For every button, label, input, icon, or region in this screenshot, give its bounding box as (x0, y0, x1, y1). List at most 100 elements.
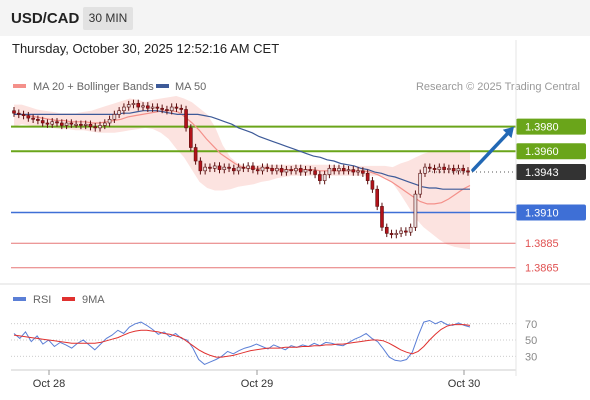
x-tick-label: Oct 29 (241, 378, 273, 390)
rsi-tick-label: 30 (525, 351, 537, 363)
candle-body (361, 170, 365, 174)
candle-body (389, 233, 394, 235)
candle-body (26, 115, 31, 119)
candle-body (418, 172, 423, 195)
candle-body (375, 188, 380, 207)
candle-body (126, 104, 131, 108)
legend-ma20-swatch (13, 84, 26, 88)
rsi-tick-label: 70 (525, 319, 537, 331)
resistance-tag (516, 118, 586, 135)
candle-body (208, 166, 212, 169)
candle-body (198, 160, 203, 172)
candle-body (351, 169, 356, 173)
candle-body (451, 168, 456, 172)
candle-body (79, 123, 83, 126)
candle-body (437, 166, 442, 170)
candle-body (155, 106, 160, 109)
candle-body (270, 168, 274, 172)
candle-body (59, 122, 64, 126)
rsi-gridlines (11, 323, 516, 357)
candle-body (279, 168, 284, 173)
candle-body (456, 168, 461, 172)
candle-body (160, 107, 164, 110)
candle-body (50, 121, 55, 125)
candle-body (365, 172, 370, 181)
candle-body (222, 166, 227, 170)
candle-body (384, 226, 389, 234)
candle-body (107, 119, 112, 124)
candle-body (241, 166, 246, 169)
candle-body (112, 114, 117, 120)
candle-body (341, 168, 346, 172)
candle-body (40, 120, 45, 124)
rsi-line (13, 319, 471, 365)
arrow-head (502, 126, 514, 139)
bollinger-band (14, 96, 470, 250)
resistance-tag-label: 1.3960 (525, 146, 559, 158)
legend-ma50-swatch (156, 84, 169, 88)
candle-body (55, 121, 59, 124)
candle-body (318, 174, 322, 181)
ma50-line (14, 110, 470, 190)
candle-body (313, 170, 317, 175)
candle-body (45, 122, 50, 125)
header-bar: USD/CAD 30 MIN (0, 0, 590, 36)
rsi-tick-label: 50 (525, 335, 537, 347)
candle-body (413, 193, 418, 228)
timeframe-button[interactable]: 30 MIN (83, 7, 133, 30)
candle-body (93, 126, 98, 129)
candle-body (275, 168, 279, 172)
rsi-tick-labels: 70 50 30 (525, 319, 537, 364)
candle-body (408, 226, 413, 233)
candle-body (284, 169, 289, 173)
candle-body (423, 166, 427, 174)
candle-body (150, 106, 155, 109)
candle-body (332, 168, 336, 172)
candle-body (12, 110, 16, 114)
candle-body (69, 122, 74, 125)
symbol-title: USD/CAD (11, 10, 80, 27)
x-tick-label: Oct 30 (448, 378, 480, 390)
legend-9ma-swatch (62, 297, 75, 301)
candle-body (265, 166, 270, 169)
candle-body (404, 230, 408, 233)
candle-body (217, 165, 222, 170)
candle-body (370, 180, 375, 190)
legend-main: MA 20 + Bollinger Bands MA 50 (13, 81, 206, 93)
bollinger-band-area (14, 96, 470, 250)
candle-body (255, 169, 260, 172)
candle-body (212, 165, 217, 169)
candle-body (165, 109, 169, 112)
candle-body (461, 168, 466, 172)
candle-body (466, 170, 470, 173)
candle-body (169, 106, 174, 112)
candle-body (251, 165, 255, 170)
candle-body (246, 165, 250, 169)
arrow-shaft (471, 132, 509, 172)
x-axis: Oct 28 Oct 29 Oct 30 (33, 370, 480, 390)
support-tag (516, 204, 586, 221)
candle-body (16, 112, 21, 115)
candle-body (432, 168, 437, 170)
price-level-tags: 1.3980 1.3960 1.3943 1.3910 1.3885 1.3865 (516, 118, 586, 275)
resistance-tag (516, 143, 586, 160)
candle-body (399, 230, 403, 234)
support-tag-label: 1.3910 (525, 208, 559, 220)
candle-body (380, 206, 384, 228)
candle-body (189, 127, 193, 148)
candle-body (260, 166, 265, 172)
candle-body (337, 168, 341, 172)
rsi-ma9-line (13, 324, 471, 358)
legend-9ma-label: 9MA (82, 294, 105, 306)
resistance-tag-label: 1.3980 (525, 122, 559, 134)
candle-body (64, 122, 69, 126)
candle-body (193, 147, 198, 162)
candle-body (131, 103, 136, 105)
candle-body (174, 106, 179, 109)
candle-body (36, 119, 40, 121)
candle-body (356, 170, 360, 173)
current-price-label: 1.3943 (525, 167, 559, 179)
candle-body (236, 166, 241, 172)
forecast-arrow (471, 126, 514, 172)
